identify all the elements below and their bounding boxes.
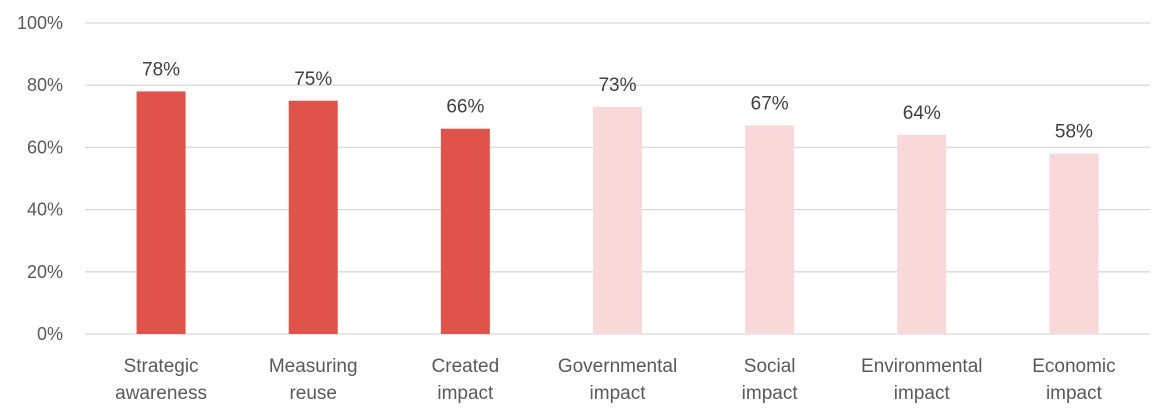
x-category-label: Economic impact [1032, 356, 1115, 404]
bar [593, 106, 642, 334]
y-tick-label: 40% [27, 200, 63, 220]
data-labels: 78% 75% 66% 73% 67% 64% 58% [142, 59, 1093, 142]
data-label: 64% [903, 103, 941, 124]
bar [136, 91, 186, 334]
bar [897, 134, 947, 334]
bars [136, 91, 1099, 334]
data-label: 75% [294, 69, 332, 90]
y-tick-label: 20% [27, 262, 63, 282]
x-category-label: Environmental impact [861, 356, 982, 404]
y-axis-tick-labels: 0% 20% 40% 60% 80% 100% [17, 13, 63, 344]
data-label: 78% [142, 59, 180, 80]
x-category-label: Measuring reuse [269, 356, 358, 404]
bar [440, 128, 490, 334]
data-label: 66% [446, 97, 484, 118]
bar [745, 125, 795, 334]
x-category-label: Social impact [742, 356, 799, 404]
x-axis-category-labels: Strategic awareness Measuring reuse Created i… [115, 356, 1116, 404]
data-label: 58% [1055, 122, 1093, 143]
x-category-label: Governmental impact [558, 356, 677, 404]
y-tick-label: 60% [27, 137, 63, 157]
y-tick-label: 100% [17, 13, 63, 33]
data-label: 73% [598, 75, 636, 96]
bar [1049, 153, 1099, 334]
y-tick-label: 0% [37, 324, 63, 344]
data-label: 67% [751, 94, 789, 115]
bar [288, 100, 338, 334]
x-category-label: Created impact [432, 356, 500, 404]
y-tick-label: 80% [27, 75, 63, 95]
x-category-label: Strategic awareness [115, 356, 207, 404]
